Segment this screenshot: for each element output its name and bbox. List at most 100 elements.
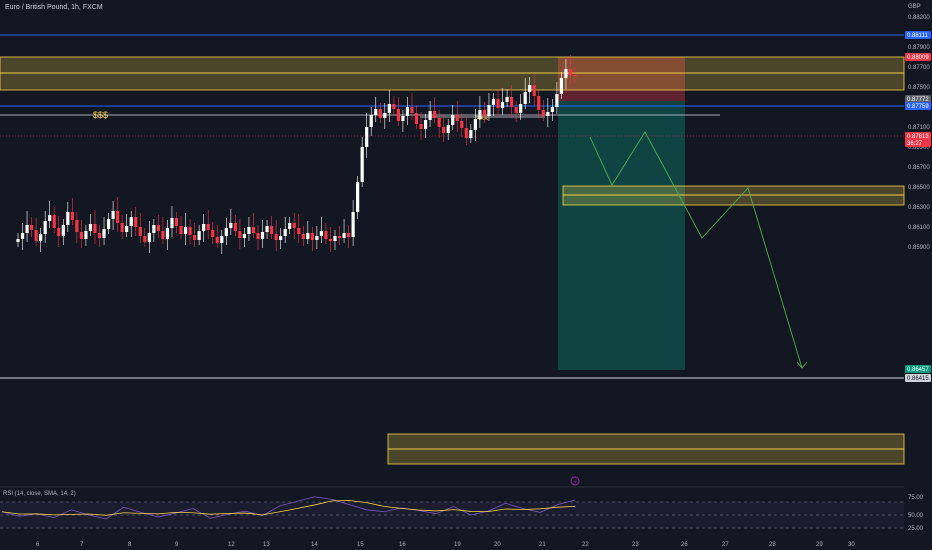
price-axis[interactable]: 0.882000.879000.877000.875000.873000.871… [908,15,930,251]
price-badge [905,95,931,103]
candle-body [70,212,74,220]
candle-body [269,226,274,234]
time-tick-label: 20 [494,542,501,548]
price-badge [905,102,931,110]
candle-body [66,212,70,225]
candle-body [487,105,491,116]
candle-body [202,224,206,231]
candle-body [161,231,165,239]
candle-body [573,75,577,76]
candle-body [433,111,437,118]
price-badge-label: 0.87613 [907,134,929,140]
candle-body [34,230,38,241]
candle-body [387,104,391,113]
candle-body [134,217,138,227]
candle-body [356,182,360,212]
candle-body [297,228,301,234]
candle-body [541,110,545,116]
candle-body [414,113,419,124]
event-marker-glyph: ⚡ [573,479,577,486]
event-marker-icon[interactable] [570,476,580,486]
candle-body [170,218,174,228]
price-badge [905,53,931,61]
candle-body [88,224,93,231]
candle-body [523,92,527,104]
take-profit-zone [558,101,685,370]
candle-body [260,232,265,239]
candle-body [75,220,79,232]
price-tick-label: 0.87700 [908,65,930,71]
time-tick-label: 27 [722,542,729,548]
candle-body [279,236,283,240]
candle-body [193,235,197,240]
candle-body [265,226,269,232]
zone-bottom-upper [387,433,905,450]
candle-body [396,109,400,121]
price-tick-label: 0.88200 [908,15,930,21]
time-tick-label: 13 [263,542,270,548]
candle-body [188,227,192,235]
candle-body [20,233,25,239]
candle-body [491,99,496,105]
candle-body [369,115,373,127]
candle-body [532,85,536,96]
candle-body [206,224,210,230]
candle-body [333,236,337,241]
candle-body [306,233,310,239]
candle-body [546,112,550,116]
candle-body [52,215,56,228]
candle-body [174,218,179,226]
candle-body [510,97,514,107]
candle-body [378,109,382,118]
price-badge [905,139,931,147]
price-tick-label: 0.87900 [908,45,930,51]
candle-body [519,104,523,113]
candle-body [274,234,278,240]
candle-body [211,230,215,237]
price-tick-label: 0.86700 [908,165,930,171]
equal-highs-label: xxx [476,113,488,122]
candle-body [315,236,319,240]
candle-body [442,127,446,133]
candle-body [337,236,342,238]
price-badge [905,365,931,373]
rsi-indicator-label: RSI (14, close, SMA, 14, 2) [3,491,76,497]
price-badge-label: 0.86457 [907,367,929,373]
candle-body [437,118,441,127]
candle-body [564,69,568,78]
candle-body [310,233,314,240]
stop-loss-zone [558,57,685,101]
candle-body [514,107,518,113]
candle-body [392,104,396,109]
price-badge [905,132,931,140]
candle-body [43,221,47,234]
time-tick-label: 16 [399,542,406,548]
candle-body [57,228,61,236]
price-tick-label: 0.85900 [908,245,930,251]
candle-body [455,115,459,121]
time-axis[interactable]: 6 7 8 9 12 13 14 15 16 19 20 21 22 23 26 27 28 29 30 [36,542,855,548]
candle-body [165,228,170,239]
price-badge [905,31,931,39]
time-tick-label: 7 [80,542,84,548]
candlestick-series [16,55,577,254]
candle-body [446,125,450,133]
candle-body [537,96,541,110]
time-tick-label: 14 [311,542,318,548]
candle-body [93,224,97,233]
candle-body [478,110,482,119]
time-tick-label: 21 [539,542,546,548]
rsi-sma-series [1,500,576,516]
price-tick-label: 0.87500 [908,85,930,91]
rsi-tick-50: 50.00 [908,513,924,519]
symbol-title: Euro / British Pound, 1h, FXCM [5,4,103,11]
price-badge-label: 0.87759 [907,104,929,110]
candle-body [283,229,287,236]
candle-body [125,226,129,232]
candle-body [342,233,346,238]
candle-body [111,211,115,219]
price-tick-label: 0.86300 [908,205,930,211]
candle-body [555,94,559,107]
candle-body [469,130,473,138]
